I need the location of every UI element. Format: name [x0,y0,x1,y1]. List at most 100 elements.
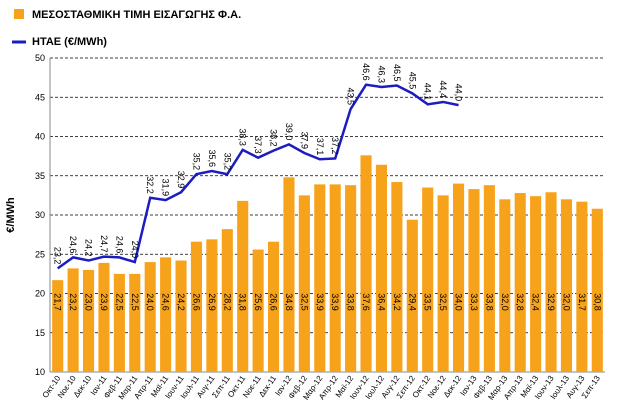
data-label: 38,2 [269,129,279,147]
bar [360,155,372,372]
bar [98,262,110,372]
data-label: 39,0 [284,123,294,141]
data-label: 29,4 [407,293,417,311]
legend-label: ΜΕΣΟΣΤΑΘΜΙΚΗ ΤΙΜΗ ΕΙΣΑΓΩΓΗΣ Φ.Α. [32,9,241,21]
data-label: 24,7 [99,235,109,253]
bar [422,187,434,372]
bar [175,260,187,372]
bar [514,193,526,372]
data-label: 24,6 [68,236,78,254]
data-label: 24,6 [114,236,124,254]
data-label: 38,3 [238,128,248,146]
legend-swatch-bar [14,9,24,19]
y-tick-label: 25 [35,249,45,259]
data-label: 46,3 [376,66,386,84]
data-label: 32,9 [176,171,186,189]
bar [52,280,64,372]
data-label: 32,8 [515,293,525,311]
bar [499,199,511,372]
bar [545,192,557,372]
data-label: 46,6 [361,63,371,81]
bar [530,196,542,372]
data-label: 35,6 [207,150,217,168]
bar [283,177,295,372]
data-label: 33,9 [315,293,325,311]
data-label: 24,0 [130,241,140,259]
data-label: 35,2 [191,153,201,171]
data-label: 32,5 [299,293,309,311]
bar [329,184,341,372]
bar [267,241,280,372]
data-label: 30,8 [592,293,602,311]
data-label: 37,6 [361,293,371,311]
y-tick-label: 15 [35,328,45,338]
bar [576,201,588,372]
data-label: 33,3 [469,293,479,311]
data-label: 34,2 [392,293,402,311]
data-label: 46,5 [392,64,402,82]
data-label: 33,9 [330,293,340,311]
bar [206,239,218,372]
x-tick-label: Δεκ-11 [257,374,278,399]
data-label: 43,5 [346,87,356,105]
bar [437,195,449,372]
data-label: 35,2 [222,153,232,171]
bar [391,182,403,372]
data-label: 33,8 [484,293,494,311]
bar [406,219,418,372]
data-label: 24,2 [84,239,94,257]
data-label: 32,5 [438,293,448,311]
bar [190,241,203,372]
data-label: 34,0 [454,293,464,311]
y-tick-label: 20 [35,289,45,299]
data-label: 44,1 [423,83,433,101]
legend-label: ΗΤΑΕ (€/MWh) [32,36,107,48]
bar [468,189,480,372]
bar [298,195,310,372]
bar [144,262,156,372]
data-label: 37,2 [330,137,340,155]
data-label: 21,7 [53,293,63,311]
data-label: 32,0 [561,293,571,311]
bar [375,164,388,372]
data-label: 26,6 [191,293,201,311]
y-tick-label: 45 [35,92,45,102]
y-tick-label: 40 [35,132,45,142]
bar [252,249,264,372]
data-label: 44,4 [438,80,448,98]
data-label: 22,5 [114,293,124,311]
y-tick-label: 35 [35,171,45,181]
data-label: 32,0 [500,293,510,311]
data-label: 22,5 [130,293,140,311]
data-label: 24,0 [145,293,155,311]
data-label: 24,2 [176,293,186,311]
data-label: 33,8 [346,293,356,311]
data-label: 37,3 [253,136,263,154]
bar [314,184,326,372]
bar [345,185,357,372]
bar [591,208,603,372]
data-label: 23,9 [99,293,109,311]
bar [237,200,249,372]
y-axis-label: €/MWh [5,197,17,233]
bar [452,183,465,372]
data-label: 32,4 [531,293,541,311]
y-tick-label: 30 [35,210,45,220]
data-label: 45,5 [407,72,417,90]
data-label: 26,6 [269,293,279,311]
data-label: 34,8 [284,293,294,311]
bar [82,269,95,372]
data-label: 36,4 [376,293,386,311]
data-label: 23,0 [84,293,94,311]
data-label: 24,6 [161,293,171,311]
data-label: 28,2 [222,293,232,311]
data-label: 32,9 [546,293,556,311]
data-label: 26,9 [207,293,217,311]
bar [221,229,233,372]
bar [560,199,573,372]
y-tick-label: 50 [35,53,45,63]
data-label: 37,1 [315,138,325,156]
data-label: 37,9 [299,131,309,149]
bar [129,273,141,372]
